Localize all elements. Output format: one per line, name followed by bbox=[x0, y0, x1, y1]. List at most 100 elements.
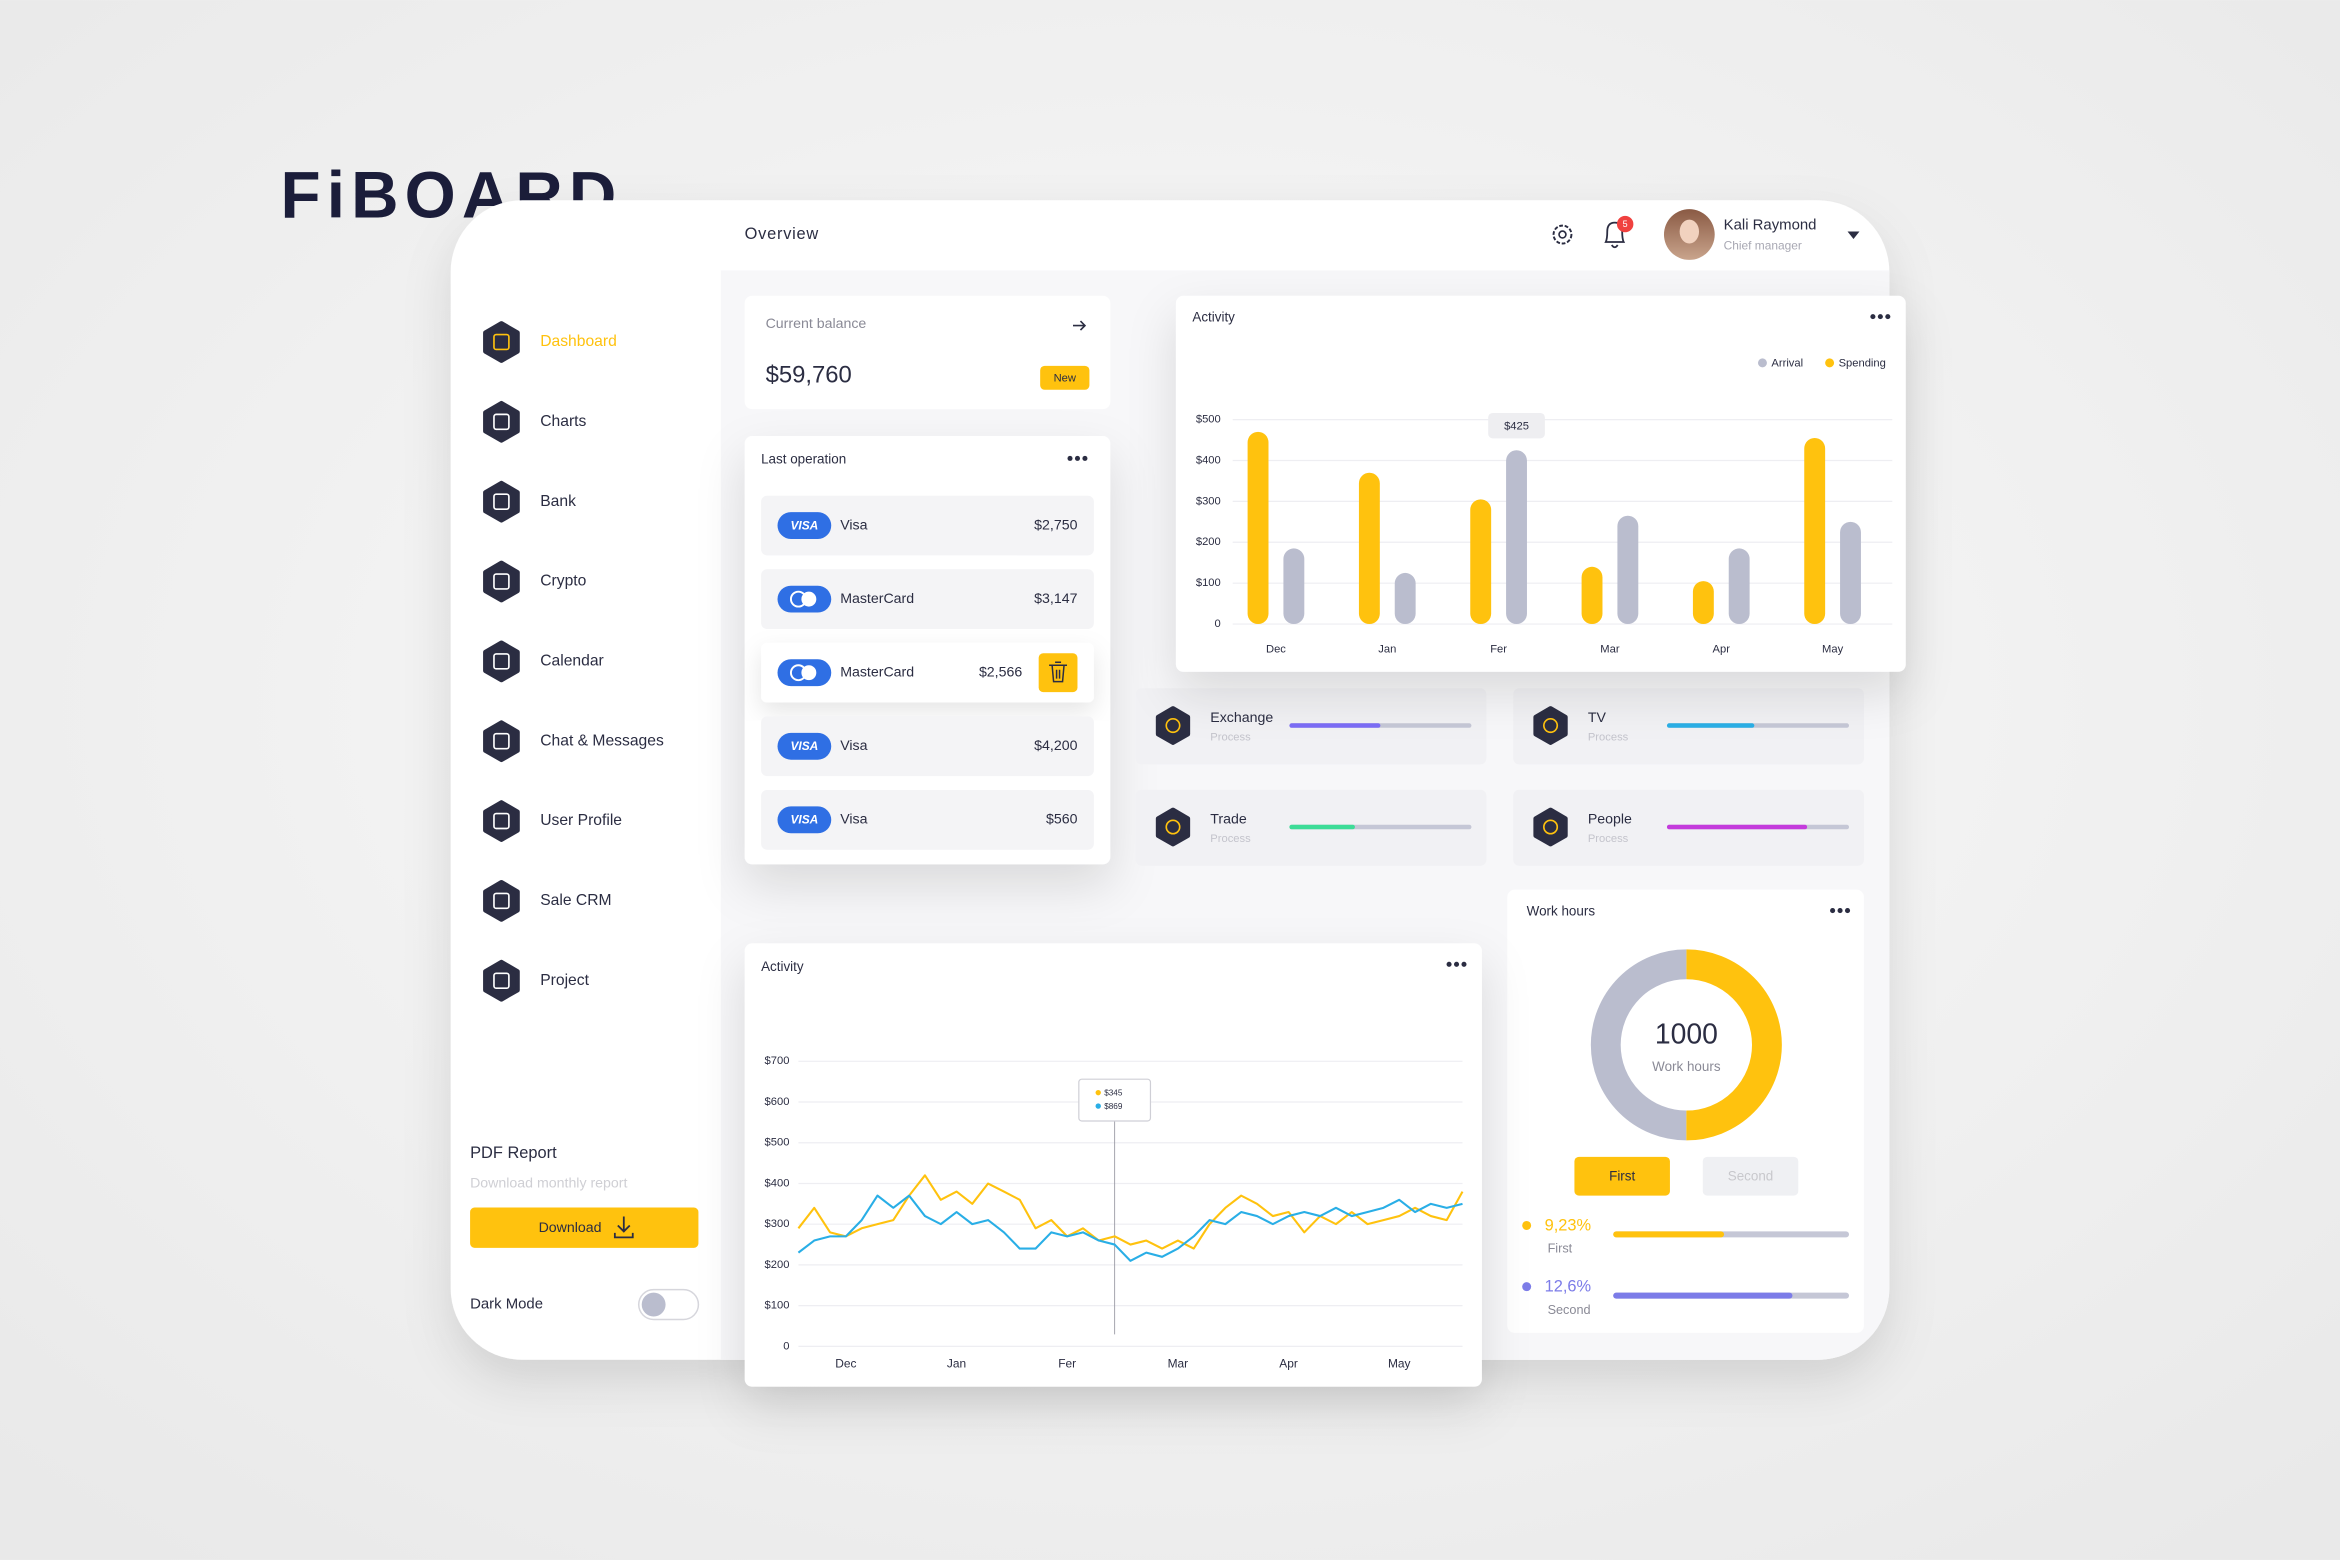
nav-label[interactable]: Project bbox=[540, 972, 589, 989]
stat-label: Second bbox=[1548, 1303, 1591, 1317]
process-icon bbox=[1155, 706, 1191, 745]
user-role: Chief manager bbox=[1724, 239, 1802, 253]
stat-dot bbox=[1522, 1220, 1532, 1230]
x-tick-label: Jan bbox=[1378, 643, 1396, 655]
legend-label: Spending bbox=[1839, 358, 1886, 370]
nav-label[interactable]: User Profile bbox=[540, 812, 622, 829]
tab-label[interactable]: Second bbox=[1728, 1169, 1774, 1184]
user-menu-caret[interactable] bbox=[1847, 231, 1860, 240]
more-dot[interactable] bbox=[1844, 908, 1851, 914]
nav-label[interactable]: Sale CRM bbox=[540, 892, 611, 909]
more-dot[interactable] bbox=[1885, 314, 1891, 320]
bar bbox=[1506, 450, 1527, 625]
nav-icon bbox=[483, 321, 520, 363]
nav-label[interactable]: Chat & Messages bbox=[540, 732, 664, 749]
y-tick-label: 0 bbox=[783, 1340, 789, 1352]
last-operation-title: Last operation bbox=[761, 451, 846, 466]
process-progress bbox=[1666, 824, 1808, 830]
more-dot[interactable] bbox=[1870, 314, 1876, 320]
tab-button[interactable] bbox=[1574, 1156, 1670, 1196]
operation-row[interactable] bbox=[761, 716, 1094, 777]
new-badge bbox=[1040, 365, 1090, 390]
bar bbox=[1247, 431, 1269, 625]
bar bbox=[1692, 581, 1714, 625]
more-dot[interactable] bbox=[1446, 961, 1452, 967]
bell-icon[interactable] bbox=[1604, 221, 1626, 249]
nav-label[interactable]: Crypto bbox=[540, 573, 586, 590]
bar bbox=[1470, 499, 1492, 625]
download-button[interactable] bbox=[470, 1207, 699, 1248]
x-tick-label: Fer bbox=[1058, 1356, 1076, 1370]
tab-label[interactable]: First bbox=[1609, 1169, 1635, 1184]
more-dot[interactable] bbox=[1067, 455, 1073, 461]
tab-button[interactable] bbox=[1702, 1156, 1799, 1196]
more-dot[interactable] bbox=[1074, 455, 1081, 461]
card-name: Visa bbox=[840, 738, 867, 754]
nav-label[interactable]: Charts bbox=[540, 413, 586, 430]
operation-amount: $2,750 bbox=[1034, 517, 1077, 533]
operation-row[interactable] bbox=[761, 642, 1094, 703]
y-tick-label: $600 bbox=[765, 1096, 790, 1108]
operation-row[interactable] bbox=[761, 495, 1094, 556]
bar bbox=[1394, 572, 1416, 625]
process-title: People bbox=[1588, 811, 1632, 827]
line-chart-card bbox=[744, 943, 1482, 1387]
more-dot[interactable] bbox=[1461, 961, 1467, 967]
process-icon bbox=[1533, 807, 1568, 847]
process-icon-glyph bbox=[1543, 717, 1559, 734]
legend-label: Arrival bbox=[1771, 358, 1803, 370]
stat-label: First bbox=[1548, 1242, 1573, 1256]
more-dot[interactable] bbox=[1453, 961, 1460, 967]
nav-icon-glyph bbox=[493, 972, 510, 990]
bar bbox=[1617, 515, 1639, 625]
operation-row[interactable] bbox=[761, 789, 1094, 850]
process-icon bbox=[1533, 706, 1568, 745]
nav-icon-glyph bbox=[493, 653, 510, 670]
dark-mode-label: Dark Mode bbox=[470, 1295, 543, 1312]
more-dot[interactable] bbox=[1830, 908, 1836, 914]
pdf-subtitle: Download monthly report bbox=[470, 1175, 627, 1191]
x-tick-label: Jan bbox=[947, 1356, 966, 1370]
balance-card bbox=[744, 295, 1111, 410]
avatar-face bbox=[1679, 219, 1700, 244]
download-label[interactable]: Download bbox=[539, 1220, 602, 1236]
settings-icon[interactable] bbox=[1552, 224, 1573, 245]
operation-row[interactable] bbox=[761, 569, 1094, 629]
nav-icon bbox=[483, 640, 520, 683]
card-badge-label: VISA bbox=[790, 813, 818, 827]
process-title: Trade bbox=[1210, 811, 1247, 827]
nav-label[interactable]: Calendar bbox=[540, 652, 604, 669]
nav-label[interactable]: Dashboard bbox=[540, 333, 617, 350]
chart-title: Activity bbox=[761, 959, 804, 974]
card-name: Visa bbox=[840, 517, 867, 533]
new-badge-label: New bbox=[1054, 373, 1077, 385]
pdf-title: PDF Report bbox=[470, 1144, 557, 1162]
more-dot[interactable] bbox=[1877, 314, 1883, 320]
y-tick-label: $300 bbox=[765, 1218, 790, 1230]
more-dot[interactable] bbox=[1082, 455, 1088, 461]
y-tick-label: $700 bbox=[765, 1055, 790, 1067]
delete-button[interactable] bbox=[1038, 653, 1078, 693]
nav-icon-glyph bbox=[493, 892, 510, 910]
nav-icon-glyph bbox=[493, 493, 510, 510]
chart-title: Activity bbox=[1192, 310, 1235, 325]
balance-arrow[interactable] bbox=[1072, 320, 1087, 331]
work-hours-total: 1000 bbox=[1655, 1018, 1718, 1050]
nav-label[interactable]: Bank bbox=[540, 493, 576, 510]
process-subtitle: Process bbox=[1210, 731, 1251, 743]
y-tick-label: $100 bbox=[1196, 577, 1221, 589]
process-subtitle: Process bbox=[1588, 731, 1629, 743]
stat-dot bbox=[1522, 1282, 1532, 1292]
work-hours-title: Work hours bbox=[1527, 904, 1596, 919]
y-tick-label: $100 bbox=[765, 1300, 790, 1312]
nav-icon-glyph bbox=[493, 333, 510, 351]
card-badge-label: VISA bbox=[790, 518, 818, 532]
y-tick-label: $400 bbox=[765, 1177, 790, 1189]
bar bbox=[1804, 437, 1826, 625]
work-hours-total-label: Work hours bbox=[1652, 1059, 1721, 1074]
nav-icon-glyph bbox=[493, 812, 510, 830]
more-dot[interactable] bbox=[1837, 908, 1843, 914]
line-series bbox=[797, 1194, 1463, 1262]
nav-icon bbox=[483, 720, 520, 763]
